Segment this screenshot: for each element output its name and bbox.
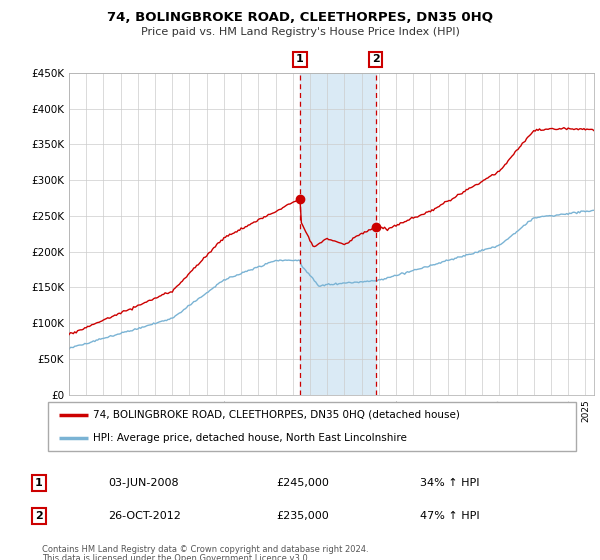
Text: This data is licensed under the Open Government Licence v3.0.: This data is licensed under the Open Gov… <box>42 554 310 560</box>
Text: 26-OCT-2012: 26-OCT-2012 <box>108 511 181 521</box>
Text: 2: 2 <box>372 54 380 64</box>
Text: 34% ↑ HPI: 34% ↑ HPI <box>420 478 479 488</box>
Text: £245,000: £245,000 <box>276 478 329 488</box>
Text: 1: 1 <box>35 478 43 488</box>
Text: 2: 2 <box>35 511 43 521</box>
FancyBboxPatch shape <box>48 402 576 451</box>
Text: 47% ↑ HPI: 47% ↑ HPI <box>420 511 479 521</box>
Bar <box>300 73 376 395</box>
Text: 03-JUN-2008: 03-JUN-2008 <box>108 478 179 488</box>
Text: £235,000: £235,000 <box>276 511 329 521</box>
Text: Contains HM Land Registry data © Crown copyright and database right 2024.: Contains HM Land Registry data © Crown c… <box>42 545 368 554</box>
Text: 1: 1 <box>296 54 304 64</box>
Text: 74, BOLINGBROKE ROAD, CLEETHORPES, DN35 0HQ: 74, BOLINGBROKE ROAD, CLEETHORPES, DN35 … <box>107 11 493 24</box>
Text: HPI: Average price, detached house, North East Lincolnshire: HPI: Average price, detached house, Nort… <box>93 433 407 444</box>
Text: 74, BOLINGBROKE ROAD, CLEETHORPES, DN35 0HQ (detached house): 74, BOLINGBROKE ROAD, CLEETHORPES, DN35 … <box>93 410 460 420</box>
Text: Price paid vs. HM Land Registry's House Price Index (HPI): Price paid vs. HM Land Registry's House … <box>140 27 460 37</box>
